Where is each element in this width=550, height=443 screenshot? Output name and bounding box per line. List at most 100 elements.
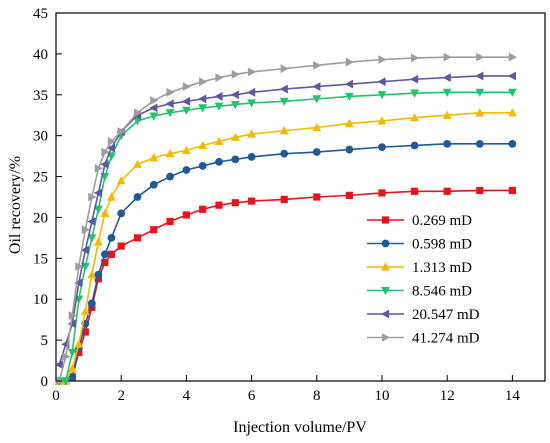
data-point [149, 180, 158, 189]
data-point [443, 139, 452, 148]
data-point [80, 245, 89, 255]
legend-label: 20.547 mD [412, 307, 480, 323]
data-point [381, 286, 390, 296]
data-point [165, 149, 175, 158]
data-point [247, 153, 256, 161]
legend-item-1: 0.269 mD [367, 213, 472, 229]
data-point [410, 141, 419, 150]
data-point [165, 99, 174, 109]
data-point [87, 299, 96, 308]
data-point [106, 143, 116, 153]
data-point [381, 262, 390, 271]
data-point [279, 84, 288, 94]
data-point [508, 52, 517, 62]
data-point [68, 311, 77, 320]
data-point [116, 176, 126, 185]
data-point [150, 226, 158, 234]
data-point [508, 108, 517, 117]
data-point [476, 52, 485, 62]
legend-label: 1.313 mD [412, 260, 472, 276]
data-point [508, 88, 517, 97]
data-point [215, 157, 223, 166]
data-point [280, 195, 288, 204]
data-point [182, 145, 191, 154]
legend-item-3: 1.313 mD [367, 260, 472, 276]
data-point [94, 163, 103, 173]
data-point [100, 159, 109, 169]
data-point [61, 377, 71, 386]
data-point [149, 153, 159, 162]
series-3 [54, 108, 517, 385]
data-point [381, 239, 390, 248]
data-point [279, 97, 289, 106]
data-point [345, 191, 353, 199]
x-tick-label: 0 [52, 388, 60, 404]
data-point [182, 166, 191, 174]
data-point [150, 96, 159, 105]
y-axis-title: Oil recovery/% [7, 156, 24, 254]
plot-frame [55, 12, 546, 382]
x-axis-ticks: 0 2 4 6 8 10 12 14 [52, 375, 520, 404]
data-point [377, 116, 387, 125]
data-point [381, 333, 391, 342]
data-point [166, 87, 175, 97]
data-point [230, 132, 240, 141]
data-point [107, 250, 116, 258]
data-point [248, 197, 256, 205]
data-point [248, 67, 257, 77]
data-point [100, 208, 110, 217]
data-point [313, 60, 322, 70]
data-point [410, 74, 419, 84]
y-tick-label: 45 [33, 6, 48, 22]
y-tick-label: 5 [41, 333, 49, 349]
series-line [59, 111, 513, 382]
series-6 [55, 52, 517, 386]
x-tick-label: 14 [505, 388, 521, 404]
legend-item-4: 8.546 mD [367, 284, 472, 300]
data-point [312, 148, 321, 156]
data-point [378, 189, 386, 197]
data-point [198, 104, 208, 113]
data-point [198, 94, 207, 104]
data-point [280, 149, 289, 158]
y-tick-label: 40 [33, 47, 48, 63]
data-point [166, 217, 174, 226]
data-point [101, 147, 110, 157]
data-point [476, 186, 484, 195]
data-point [93, 205, 103, 214]
data-point [475, 71, 484, 81]
data-point [133, 117, 142, 126]
data-point [74, 339, 84, 348]
x-axis-title: Injection volume/PV [233, 419, 367, 436]
data-point [247, 129, 256, 138]
data-point [312, 82, 321, 91]
x-tick-label: 4 [183, 388, 191, 404]
data-point [344, 79, 353, 89]
data-point [230, 90, 239, 100]
plot-area [54, 12, 546, 386]
data-point [443, 52, 452, 62]
data-point [67, 348, 77, 357]
x-tick-label: 6 [248, 388, 256, 404]
data-point [74, 278, 83, 288]
series-line [59, 91, 513, 382]
data-point [214, 102, 224, 111]
data-point [215, 201, 223, 209]
data-point [117, 209, 126, 218]
data-point [199, 205, 207, 213]
data-point [93, 188, 102, 198]
x-tick-label: 2 [117, 388, 125, 404]
y-tick-label: 25 [33, 170, 48, 186]
data-point [442, 88, 452, 97]
data-point [87, 234, 97, 243]
data-point [182, 211, 190, 219]
data-point [410, 89, 419, 98]
data-point [117, 242, 125, 250]
data-point [442, 73, 451, 83]
legend-label: 0.269 mD [412, 213, 472, 229]
data-point [312, 95, 322, 104]
data-point [75, 348, 83, 356]
data-point [182, 106, 191, 115]
data-point [199, 77, 208, 87]
